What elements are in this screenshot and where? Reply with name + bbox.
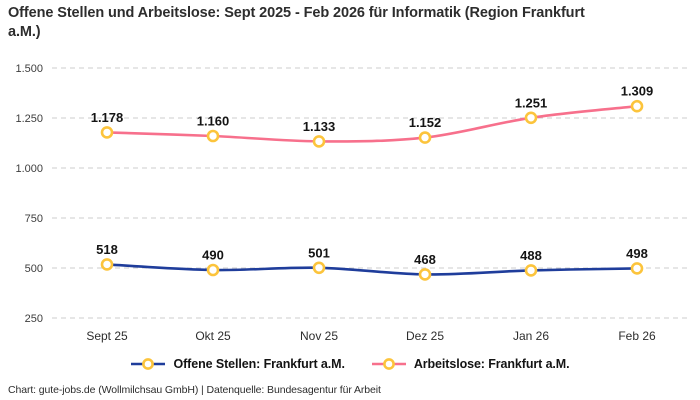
x-axis-label: Feb 26 <box>618 329 656 343</box>
x-axis-label: Jan 26 <box>513 329 549 343</box>
data-point-marker-arbeitslose-frankfurt-a-m[interactable] <box>630 99 644 113</box>
x-axis-label: Nov 25 <box>300 329 338 343</box>
legend-item-offene-stellen-frankfurt-a-m[interactable]: Offene Stellen: Frankfurt a.M. <box>130 357 345 371</box>
legend-label: Offene Stellen: Frankfurt a.M. <box>173 357 345 371</box>
data-point-marker-offene-stellen-frankfurt-a-m[interactable] <box>524 264 538 277</box>
data-point-label: 468 <box>414 252 436 267</box>
x-axis-label: Okt 25 <box>195 329 231 343</box>
data-point-marker-offene-stellen-frankfurt-a-m[interactable] <box>206 263 220 277</box>
x-axis-label: Sept 25 <box>86 329 128 343</box>
y-tick-label: 500 <box>25 263 43 275</box>
data-point-marker-offene-stellen-frankfurt-a-m[interactable] <box>312 261 326 275</box>
chart-legend: Offene Stellen: Frankfurt a.M. Arbeitslos… <box>0 357 700 371</box>
series-line-arbeitslose-frankfurt-a-m <box>105 104 639 143</box>
data-point-marker-offene-stellen-frankfurt-a-m[interactable] <box>100 258 114 271</box>
data-point-label: 501 <box>308 245 330 260</box>
data-point-marker-offene-stellen-frankfurt-a-m[interactable] <box>630 262 644 275</box>
series-line-offene-stellen-frankfurt-a-m <box>105 263 639 276</box>
legend-label: Arbeitslose: Frankfurt a.M. <box>413 357 570 371</box>
data-point-label: 1.251 <box>515 95 548 110</box>
y-tick-label: 1.250 <box>15 113 43 125</box>
data-point-label: 490 <box>202 248 224 263</box>
data-point-label: 1.160 <box>197 114 230 129</box>
data-point-marker-arbeitslose-frankfurt-a-m[interactable] <box>418 131 432 144</box>
data-point-label: 1.133 <box>303 119 336 134</box>
legend-marker-icon <box>131 358 166 370</box>
line-chart: 250 500 750 1.000 1.250 1.500 Sept 25 Okt 25 Nov… <box>15 63 690 343</box>
data-point-label: 488 <box>520 248 542 263</box>
data-point-marker-arbeitslose-frankfurt-a-m[interactable] <box>524 111 538 125</box>
data-point-marker-offene-stellen-frankfurt-a-m[interactable] <box>418 268 432 281</box>
y-tick-label: 1.000 <box>15 163 43 175</box>
legend-item-arbeitslose-frankfurt-a-m[interactable]: Arbeitslose: Frankfurt a.M. <box>371 357 570 371</box>
data-point-label: 1.309 <box>621 84 654 99</box>
data-point-marker-arbeitslose-frankfurt-a-m[interactable] <box>206 129 220 143</box>
data-point-label: 518 <box>96 242 118 257</box>
data-point-label: 498 <box>626 246 648 261</box>
data-point-marker-arbeitslose-frankfurt-a-m[interactable] <box>100 126 114 139</box>
y-tick-label: 750 <box>25 213 43 225</box>
y-tick-label: 250 <box>25 313 43 325</box>
legend-marker-icon <box>371 358 406 370</box>
y-tick-label: 1.500 <box>15 63 43 75</box>
chart-footer: Chart: gute-jobs.de (Wollmilchsau GmbH) … <box>8 384 381 396</box>
data-point-label: 1.178 <box>91 110 124 125</box>
data-point-marker-arbeitslose-frankfurt-a-m[interactable] <box>312 135 326 148</box>
data-point-label: 1.152 <box>409 115 442 130</box>
chart-title: Offene Stellen und Arbeitslose: Sept 202… <box>8 5 585 41</box>
x-axis-label: Dez 25 <box>406 329 444 343</box>
